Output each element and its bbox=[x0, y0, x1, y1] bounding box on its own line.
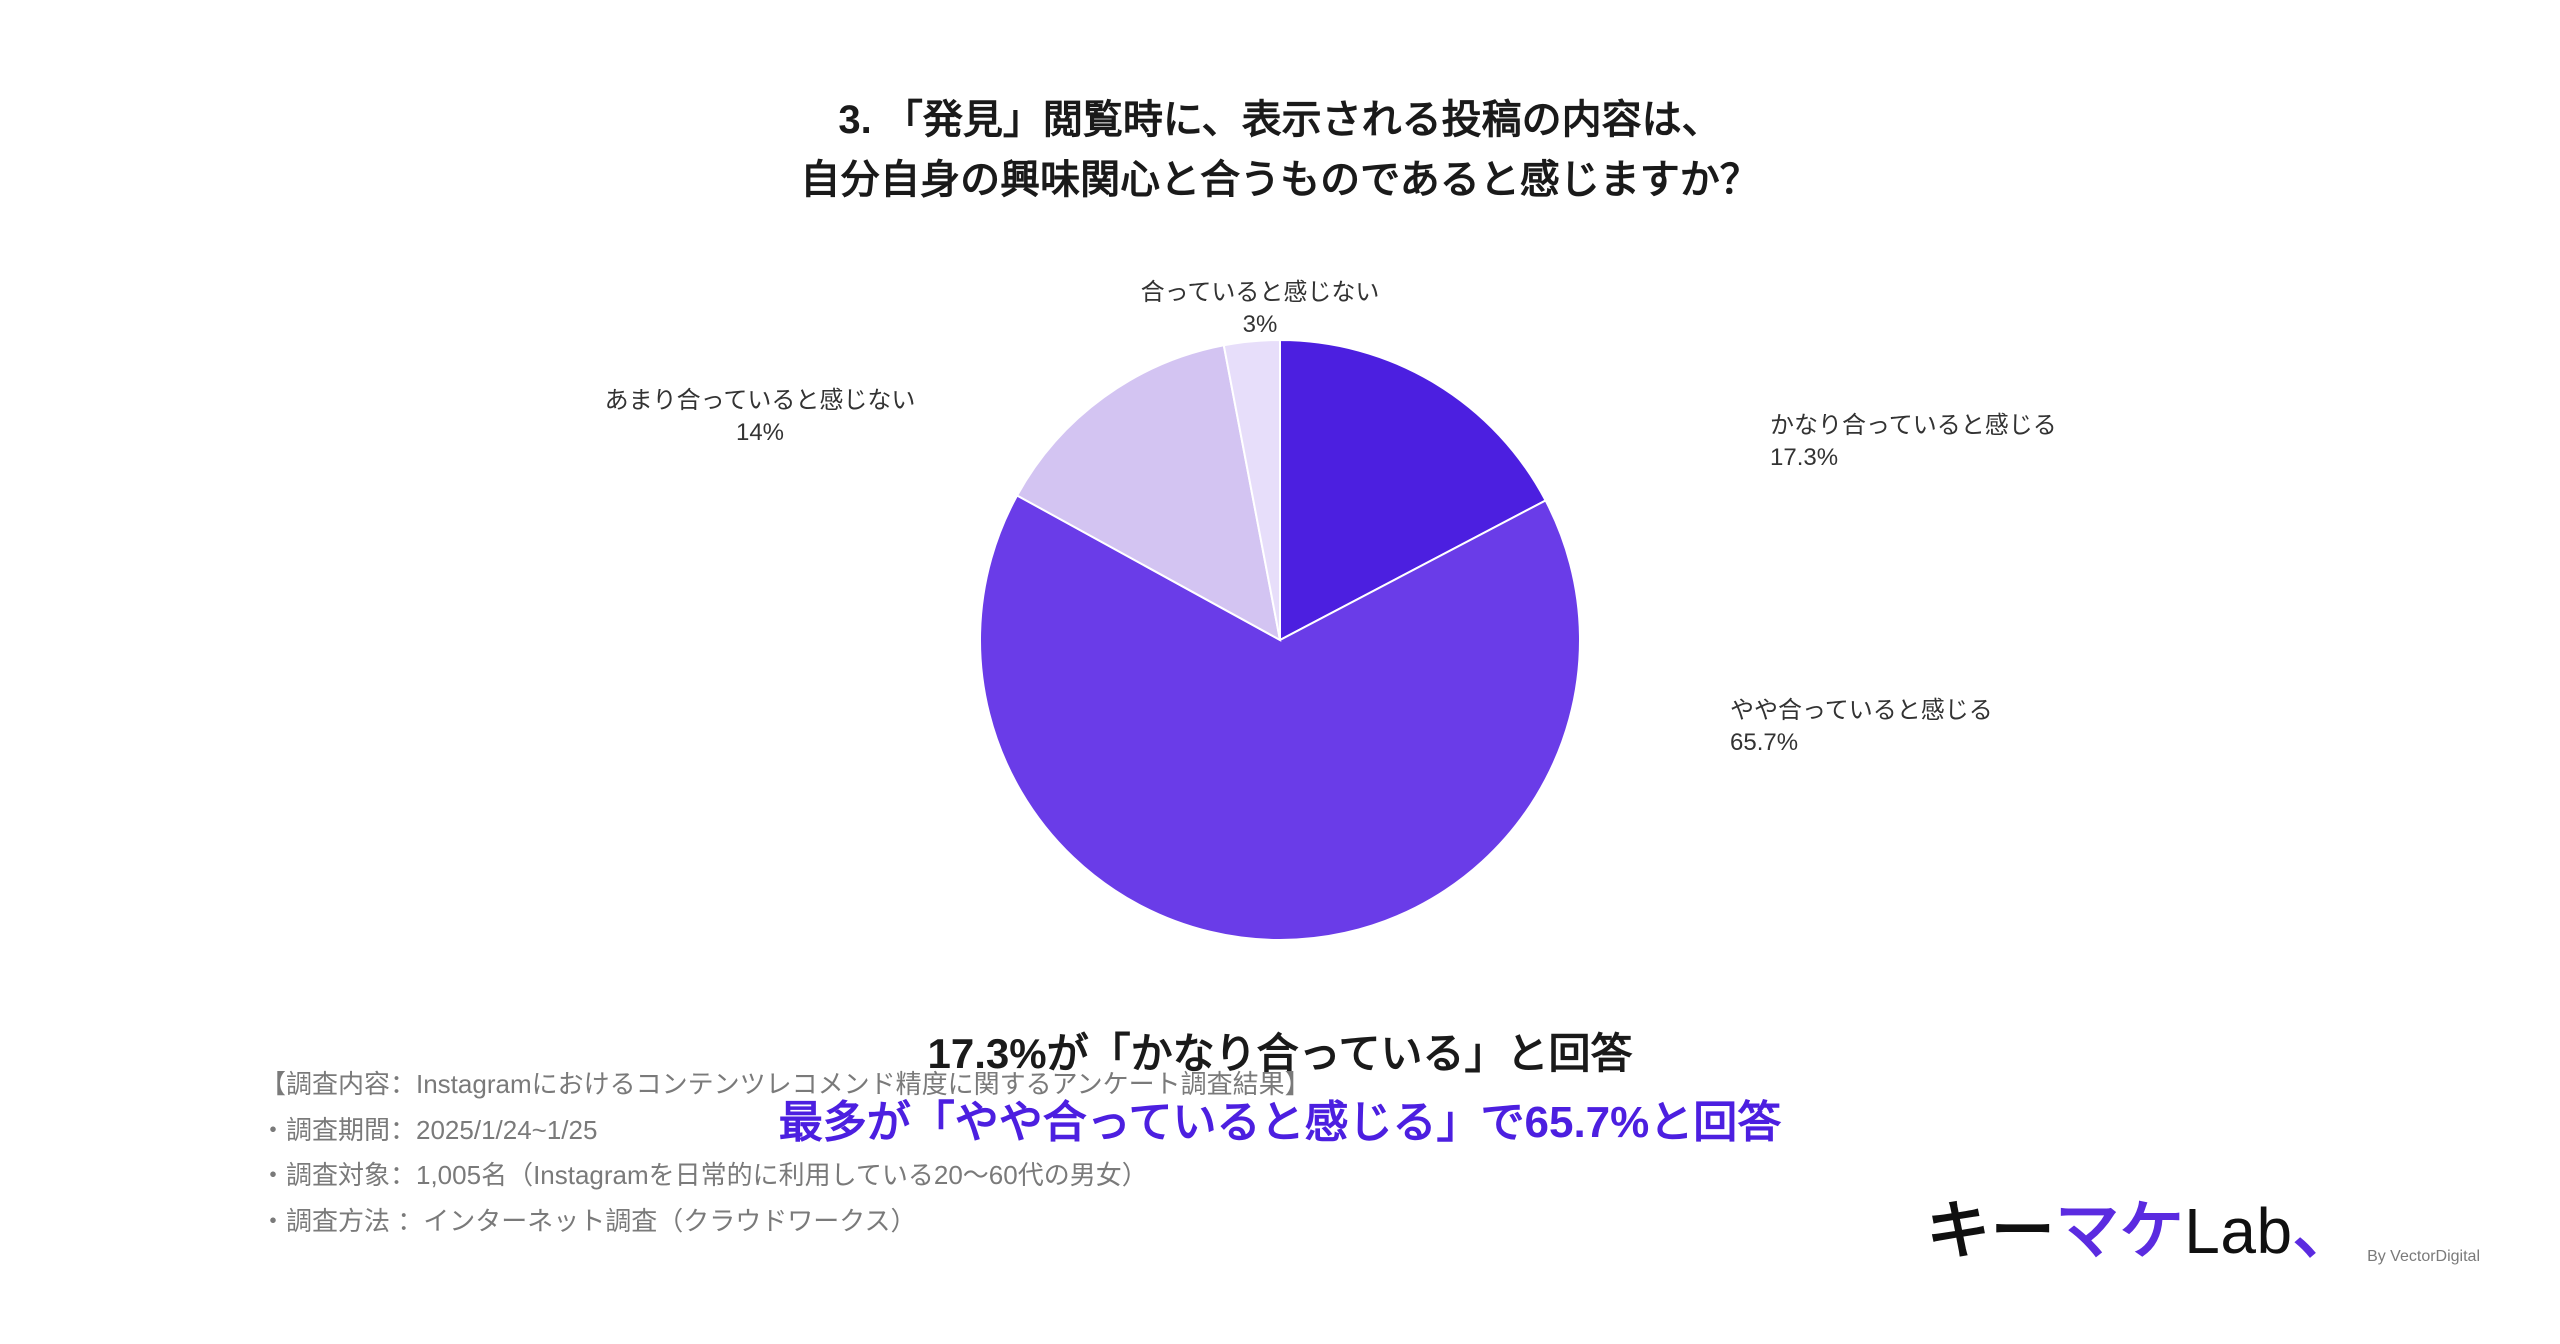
survey-info-line-1: ・調査期間：2025/1/24~1/25 bbox=[260, 1108, 1311, 1154]
pie-label-name-2: あまり合っていると感じない bbox=[605, 385, 916, 417]
survey-info-block: 【調査内容：Instagramにおけるコンテンツレコメンド精度に関するアンケート… bbox=[260, 1062, 1311, 1244]
pie-label-3: 合っていると感じない3% bbox=[1141, 277, 1380, 342]
pie-label-pct-0: 17.3% bbox=[1770, 442, 2057, 474]
title-line-2: 自分自身の興味関心と合うものであると感じますか？ bbox=[0, 150, 2560, 210]
brand-logo: キーマケLab、 By VectorDigital bbox=[1926, 1180, 2480, 1272]
title-line-1: 3. 「発見」閲覧時に、表示される投稿の内容は、 bbox=[0, 90, 2560, 150]
pie-label-name-0: かなり合っていると感じる bbox=[1770, 410, 2057, 442]
pie-label-pct-3: 3% bbox=[1141, 309, 1380, 341]
pie-label-1: やや合っていると感じる65.7% bbox=[1730, 695, 1993, 760]
pie-label-pct-2: 14% bbox=[605, 417, 916, 449]
pie-label-name-1: やや合っていると感じる bbox=[1730, 695, 1993, 727]
pie-chart-wrap bbox=[978, 338, 1582, 942]
pie-label-name-3: 合っていると感じない bbox=[1141, 277, 1380, 309]
survey-info-line-2: ・調査対象：1,005名（Instagramを日常的に利用している20〜60代の… bbox=[260, 1153, 1311, 1199]
survey-info-line-0: 【調査内容：Instagramにおけるコンテンツレコメンド精度に関するアンケート… bbox=[260, 1062, 1311, 1108]
pie-label-0: かなり合っていると感じる17.3% bbox=[1770, 410, 2057, 475]
pie-chart-area: かなり合っていると感じる17.3% やや合っていると感じる65.7% あまり合ってい… bbox=[480, 290, 2080, 990]
pie-label-pct-1: 65.7% bbox=[1730, 727, 1993, 759]
pie-label-2: あまり合っていると感じない14% bbox=[605, 385, 916, 450]
brand-logo-main: キーマケLab、 bbox=[1926, 1180, 2357, 1272]
survey-info-line-3: ・調査方法 ：インターネット調査（クラウドワークス） bbox=[260, 1199, 1311, 1245]
logo-part3: Lab bbox=[2184, 1194, 2292, 1268]
logo-part2: マケ bbox=[2055, 1180, 2184, 1272]
question-title: 3. 「発見」閲覧時に、表示される投稿の内容は、 自分自身の興味関心と合うもので… bbox=[0, 90, 2560, 210]
pie-chart-svg bbox=[978, 338, 1582, 942]
brand-logo-sub: By VectorDigital bbox=[2367, 1248, 2480, 1266]
logo-part4: 、 bbox=[2293, 1180, 2358, 1272]
logo-part1: キー bbox=[1926, 1180, 2055, 1272]
